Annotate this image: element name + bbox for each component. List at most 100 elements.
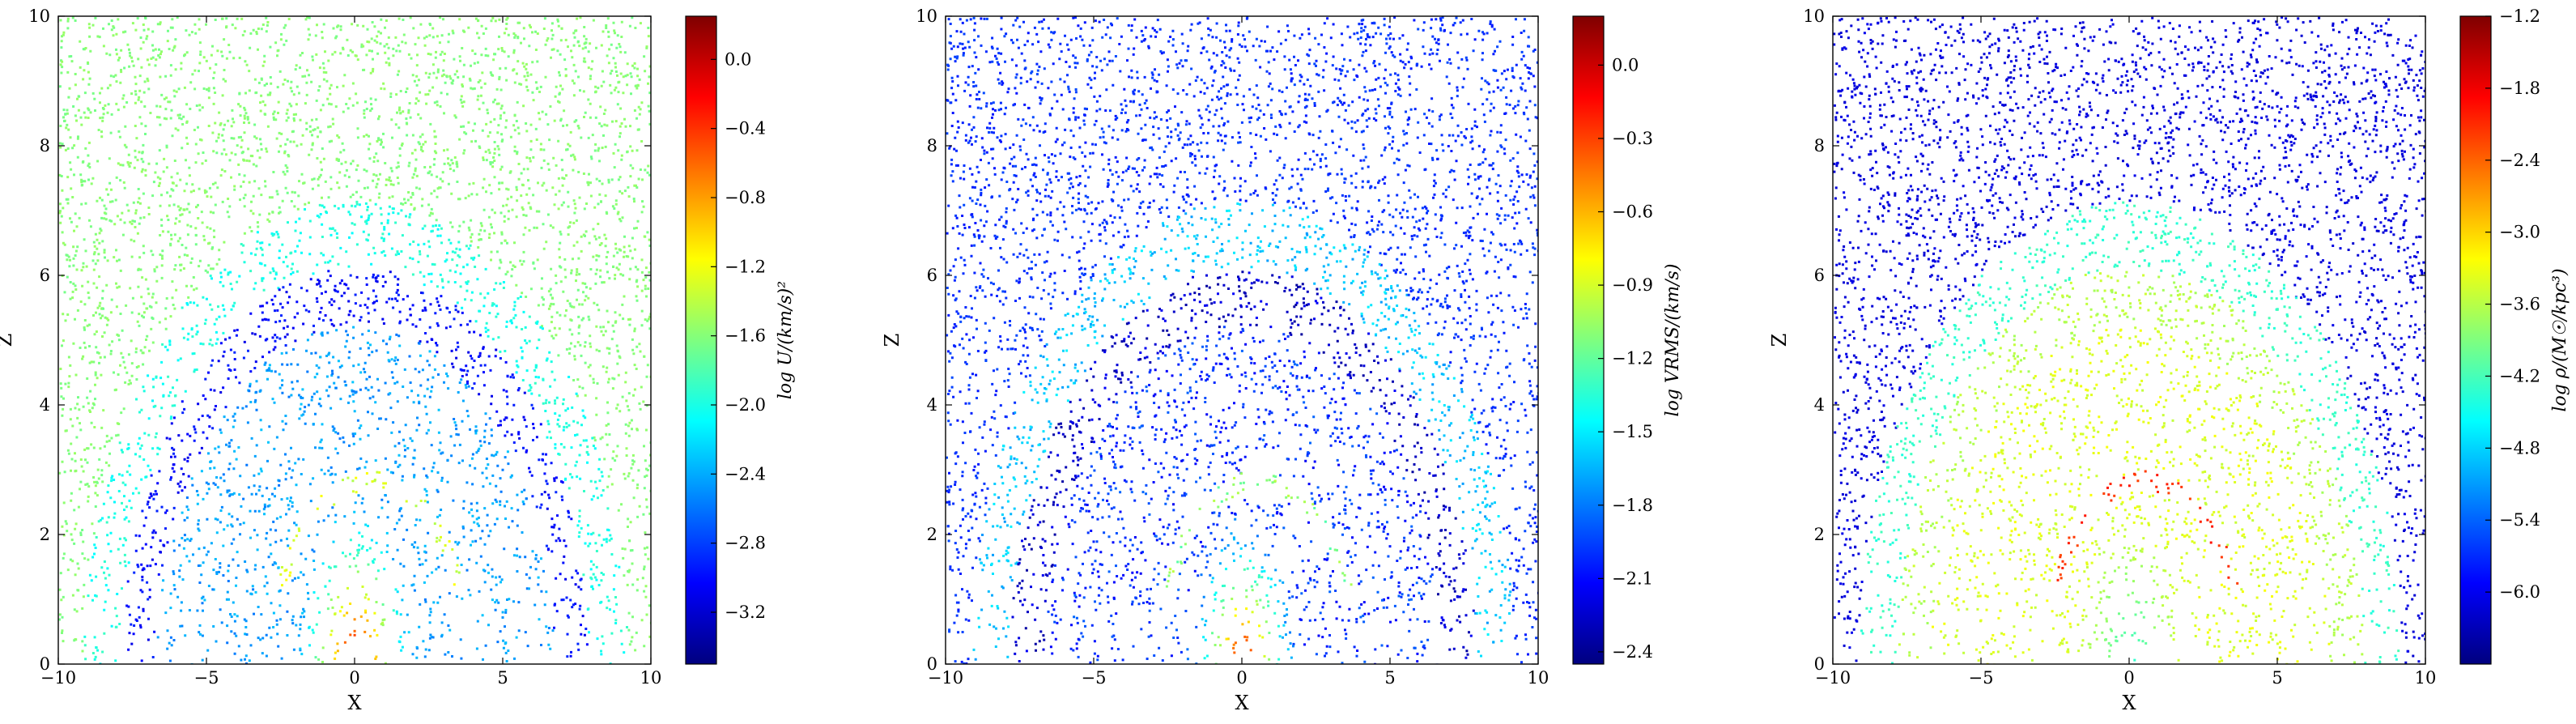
scatter-point-group: [285, 578, 288, 581]
x-tick-label: −10: [928, 668, 963, 688]
scatter-point-group: [2134, 613, 2137, 616]
scatter-point-group: [1236, 492, 1239, 495]
scatter-point-group: [364, 609, 367, 612]
scatter-point-group: [2133, 632, 2136, 635]
colorbar-tick-label: −1.2: [2499, 6, 2540, 26]
scatter-point-group: [2153, 598, 2156, 600]
scatter-point-group: [353, 618, 356, 621]
scatter-point-group: [600, 649, 602, 653]
scatter-point-group: [2140, 564, 2143, 568]
scatter-point-group: [487, 334, 490, 338]
scatter-point-group: [1222, 585, 1224, 587]
scatter-point-group: [378, 471, 381, 474]
colorbar-tick-label: −1.2: [725, 257, 766, 276]
scatter-point-group: [334, 657, 337, 660]
scatter-point-group: [1234, 614, 1237, 617]
scatter-point-group: [1214, 644, 1217, 646]
scatter-point-group: [596, 382, 599, 385]
scatter-point-group: [342, 614, 346, 617]
scatter-point-group: [58, 21, 650, 598]
panel-3: −10 −5 0 5 10 0 2 4 6 8 10 X Z −1.2 −1.8 −2.4 −3.0 −3.6 −4…: [1768, 6, 2570, 714]
scatter-point-group: [1225, 568, 1227, 571]
scatter-point-group: [1246, 567, 1249, 570]
colorbar-tick-label: −4.8: [2499, 438, 2540, 458]
scatter-point-group: [2016, 603, 2019, 607]
scatter-point-group: [2209, 520, 2213, 523]
scatter-point-group: [374, 658, 377, 660]
scatter-point-group: [329, 633, 333, 637]
scatter-point-group: [199, 342, 202, 345]
scatter-point-group: [554, 412, 557, 415]
scatter-point-group: [382, 482, 387, 485]
colorbar-tick-label: −1.5: [1612, 422, 1653, 441]
scatter-point-group: [419, 500, 423, 502]
scatter-point-group: [1277, 658, 1281, 661]
scatter-point-group: [2166, 483, 2169, 486]
scatter-point-group: [439, 524, 442, 527]
scatter-point-group: [1220, 500, 1223, 503]
y-tick-label: 2: [927, 525, 937, 544]
scatter-points: [1833, 16, 2425, 664]
scatter-point-group: [2115, 636, 2118, 638]
scatter-point-group: [394, 588, 397, 591]
scatter-point-group: [1256, 583, 1259, 586]
scatter-point-group: [2171, 483, 2174, 485]
scatter-point-group: [1287, 494, 1290, 497]
colorbar-tick-label: −2.0: [725, 395, 766, 415]
scatter-point-group: [2135, 600, 2138, 603]
scatter-point-group: [1232, 643, 1235, 646]
scatter-point-group: [1245, 589, 1248, 592]
scatter-point-group: [2294, 597, 2298, 600]
scatter-point-group: [334, 521, 337, 524]
scatter-point-group: [1267, 577, 1270, 580]
scatter-point-group: [1256, 483, 1259, 486]
scatter-point-group: [2076, 544, 2079, 547]
y-tick-label: 2: [40, 525, 50, 544]
scatter-point-group: [2109, 483, 2112, 485]
scatter-point-group: [1285, 496, 1288, 499]
scatter-point-group: [438, 539, 441, 542]
scatter-point-group: [314, 656, 317, 659]
scatter-point-group: [334, 651, 337, 654]
colorbar-tick-label: −2.4: [1612, 642, 1653, 662]
scatter-point-group: [2388, 609, 2391, 612]
scatter-point-group: [285, 569, 288, 572]
scatter-point-group: [348, 565, 351, 569]
scatter-point-group: [2105, 620, 2108, 623]
scatter-point-group: [332, 540, 335, 543]
scatter-point-group: [1274, 475, 1277, 479]
scatter-point-group: [1205, 654, 1209, 658]
scatter-point-group: [1258, 624, 1260, 628]
scatter-point-group: [2125, 566, 2128, 569]
scatter-point-group: [2349, 443, 2351, 446]
scatter-point-group: [2008, 500, 2011, 504]
scatter-point-group: [382, 486, 385, 489]
scatter-point-group: [1234, 607, 1237, 611]
y-axis-label: Z: [0, 334, 16, 347]
scatter-point-group: [351, 490, 355, 493]
colorbar-tick-label: −5.4: [2499, 510, 2540, 530]
scatter-point-group: [1214, 593, 1217, 596]
scatter-point-group: [1259, 598, 1262, 602]
scatter-point-group: [337, 595, 340, 598]
scatter-point-group: [1256, 603, 1259, 606]
scatter-point-group: [451, 548, 454, 551]
scatter-points: [58, 16, 651, 664]
colorbar-tick-label: 0.0: [725, 49, 751, 69]
scatter-point-group: [1296, 496, 1299, 499]
scatter-point-group: [1258, 634, 1261, 637]
scatter-point-group: [333, 503, 336, 506]
scatter-point-group: [444, 544, 447, 547]
scatter-point-group: [63, 30, 651, 661]
colorbar-tick-label: −3.0: [2499, 223, 2540, 242]
scatter-point-group: [363, 630, 367, 633]
colorbar-tick-label: −4.2: [2499, 366, 2540, 385]
colorbar: 0.0 −0.4 −0.8 −1.2 −1.6 −2.0 −2.4 −2.8 −3.2 log U…: [685, 15, 796, 665]
colorbar-label: log ρ/(M☉/kpc³): [2550, 268, 2570, 411]
colorbar-label: log U/(km/s)²: [776, 281, 796, 399]
scatter-point-group: [1251, 611, 1254, 614]
scatter-point-group: [2142, 615, 2145, 619]
scatter-point-group: [2137, 639, 2140, 642]
scatter-point-group: [1289, 642, 1292, 645]
scatter-point-group: [448, 540, 451, 543]
